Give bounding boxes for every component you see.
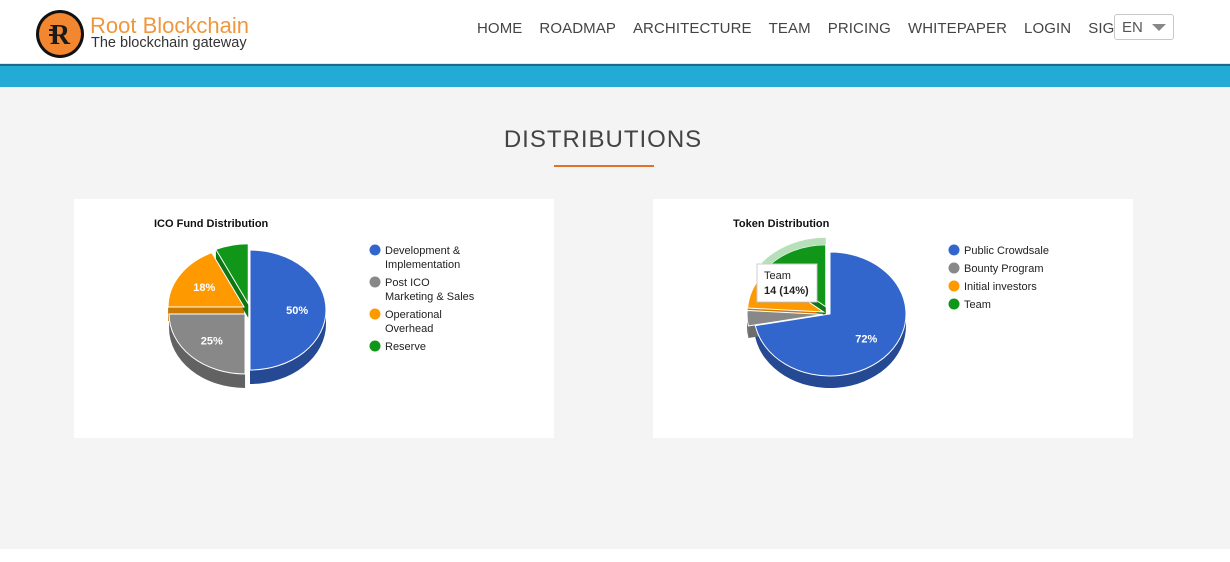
legend-item-team[interactable]: Team <box>948 298 991 312</box>
slice-value-label: 50% <box>286 305 308 317</box>
legend-label: Implementation <box>385 259 460 271</box>
title-underline <box>554 165 654 167</box>
root-r-logo-icon[interactable]: R <box>34 8 86 60</box>
slice-value-label: 72% <box>855 334 877 346</box>
pie-slice-post-ico-marketing-sales[interactable] <box>168 313 246 375</box>
token-pie-chart: Token Distribution 72% Public Crowdsale Bou… <box>733 218 1049 388</box>
language-select[interactable]: EN <box>1114 14 1174 40</box>
site-header: R Root Blockchain The blockchain gateway… <box>0 0 1230 64</box>
pie-slice-operational-overhead[interactable] <box>167 252 245 308</box>
nav-whitepaper[interactable]: WHITEPAPER <box>907 19 1008 37</box>
ico-fund-chart-card: ICO Fund Distribution 50% 25% 18% Developmen… <box>74 199 554 438</box>
legend-item-operational-overhead[interactable]: Operational Overhead <box>369 308 442 336</box>
legend-swatch <box>369 308 381 320</box>
header-accent-band <box>0 64 1230 87</box>
slice-value-label: 18% <box>193 282 215 294</box>
legend-item-public-crowdsale[interactable]: Public Crowdsale <box>948 244 1049 258</box>
brand-tagline: The blockchain gateway <box>91 35 247 51</box>
pie-slice-public-crowdsale[interactable] <box>754 251 907 377</box>
legend-label: Marketing & Sales <box>385 291 475 303</box>
nav-login[interactable]: LOGIN <box>1024 19 1072 37</box>
legend-swatch <box>369 340 381 352</box>
tooltip-value: 14 (14%) <box>764 285 809 297</box>
main-nav: HOME ROADMAP ARCHITECTURE TEAM PRICING W… <box>477 18 1163 38</box>
chart-tooltip: Team 14 (14%) <box>756 263 818 303</box>
tooltip-box <box>756 263 818 303</box>
nav-team[interactable]: TEAM <box>768 19 811 37</box>
section-title: DISTRIBUTIONS <box>503 126 703 153</box>
legend-item-reserve[interactable]: Reserve <box>369 340 426 354</box>
legend-swatch <box>948 298 960 310</box>
legend-label: Bounty Program <box>964 263 1043 275</box>
svg-text:R: R <box>50 20 71 51</box>
legend-label: Development & <box>385 245 461 257</box>
legend-label: Reserve <box>385 341 426 353</box>
language-value: EN <box>1122 19 1143 36</box>
slice-value-label: 25% <box>201 335 223 347</box>
pie-slice-development-implementation[interactable] <box>249 249 327 371</box>
legend-swatch <box>948 262 960 274</box>
legend-label: Team <box>964 299 991 311</box>
nav-home[interactable]: HOME <box>477 19 523 37</box>
nav-pricing[interactable]: PRICING <box>827 19 891 37</box>
legend-swatch <box>948 280 960 292</box>
nav-roadmap[interactable]: ROADMAP <box>539 19 616 37</box>
legend-label: Post ICO <box>385 277 430 289</box>
pie-slice-side-public-crowdsale <box>755 314 906 388</box>
legend-label: Operational <box>385 309 442 321</box>
legend-swatch <box>369 276 381 288</box>
pie-slice-side-post-ico-marketing-sales <box>169 313 246 388</box>
chevron-down-icon <box>1152 24 1166 31</box>
ico-fund-pie-chart: ICO Fund Distribution 50% 25% 18% Developmen… <box>154 218 475 388</box>
nav-architecture[interactable]: ARCHITECTURE <box>632 19 752 37</box>
slice-hover-ring <box>761 237 826 268</box>
legend-label: Initial investors <box>964 281 1037 293</box>
legend-item-post-ico-marketing-sales[interactable]: Post ICO Marketing & Sales <box>369 276 475 304</box>
token-chart-card: Token Distribution 72% Public Crowdsale Bou… <box>653 199 1133 438</box>
footer-strip <box>0 549 1230 562</box>
pie-slice-bounty-program[interactable] <box>746 309 824 327</box>
brand-name[interactable]: Root Blockchain <box>90 13 249 38</box>
legend-item-bounty-program[interactable]: Bounty Program <box>948 262 1044 276</box>
legend-label: Overhead <box>385 323 433 335</box>
legend-item-initial-investors[interactable]: Initial investors <box>948 280 1038 294</box>
chart-title: ICO Fund Distribution <box>154 218 269 230</box>
legend-swatch <box>948 244 960 256</box>
tooltip-label: Team <box>764 270 791 282</box>
pie-slice-reserve[interactable] <box>215 243 249 306</box>
pie-slice-side-development-implementation <box>250 310 326 384</box>
legend-item-development-implementation[interactable]: Development & Implementation <box>369 244 461 272</box>
chart-title: Token Distribution <box>733 218 830 230</box>
legend-swatch <box>369 244 381 256</box>
legend-label: Public Crowdsale <box>964 245 1049 257</box>
